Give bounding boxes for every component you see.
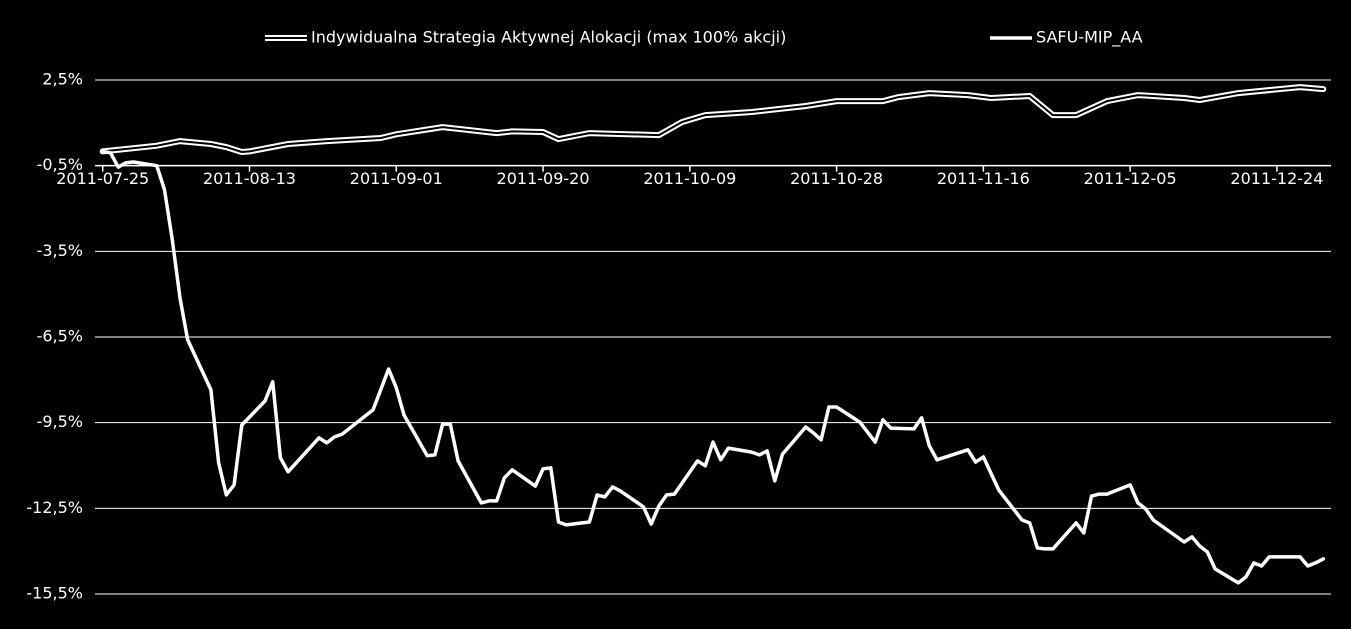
legend-item: SAFU-MIP_AA bbox=[990, 28, 1143, 48]
x-tick-label: 2011-10-09 bbox=[643, 169, 736, 188]
y-tick-label: -3,5% bbox=[37, 241, 83, 260]
series-line bbox=[101, 86, 1325, 153]
y-tick-label: -15,5% bbox=[26, 584, 83, 603]
legend-label: Indywidualna Strategia Aktywnej Alokacji… bbox=[311, 28, 786, 47]
x-tick-label: 2011-12-05 bbox=[1084, 169, 1177, 188]
legend-item: Indywidualna Strategia Aktywnej Alokacji… bbox=[265, 28, 786, 47]
series-line bbox=[100, 149, 1326, 585]
x-tick-label: 2011-07-25 bbox=[56, 169, 149, 188]
y-tick-label: -6,5% bbox=[37, 327, 83, 346]
x-tick-label: 2011-09-01 bbox=[350, 169, 443, 188]
series-line bbox=[99, 84, 1327, 155]
x-tick-label: 2011-12-24 bbox=[1230, 169, 1323, 188]
y-tick-label: -12,5% bbox=[26, 498, 83, 517]
x-tick-label: 2011-09-20 bbox=[497, 169, 590, 188]
legend-label: SAFU-MIP_AA bbox=[1036, 28, 1143, 48]
x-tick-label: 2011-10-28 bbox=[790, 169, 883, 188]
y-tick-label: -9,5% bbox=[37, 412, 83, 431]
x-tick-label: 2011-11-16 bbox=[937, 169, 1030, 188]
x-tick-label: 2011-08-13 bbox=[203, 169, 296, 188]
y-tick-label: -0,5% bbox=[37, 155, 83, 174]
y-tick-label: 2,5% bbox=[42, 70, 83, 89]
